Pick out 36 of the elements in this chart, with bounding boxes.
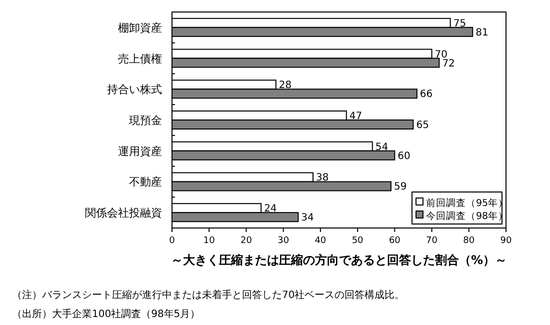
y-tick-label: 持合い株式 <box>107 83 162 96</box>
data-label: 47 <box>349 111 362 122</box>
text: （出所）大手企業100社調査（98年5月） <box>12 308 200 320</box>
data-label: 81 <box>476 27 488 38</box>
data-label: 75 <box>453 18 466 30</box>
y-tick-label: 運用資産 <box>118 144 162 158</box>
data-label: 72 <box>442 58 455 70</box>
data-label: 34 <box>301 212 314 224</box>
x-tick-label: 70 <box>426 236 438 246</box>
data-label: 60 <box>398 150 410 162</box>
x-tick-label: 60 <box>388 236 401 246</box>
legend-label: 今回調査（98年） <box>426 210 508 222</box>
data-label: 24 <box>264 204 277 215</box>
x-tick-label: 20 <box>240 236 252 246</box>
x-tick-label: 50 <box>352 236 364 246</box>
data-label: 54 <box>375 142 388 153</box>
x-tick-label: 10 <box>203 236 216 246</box>
x-tick-label: 80 <box>463 236 475 246</box>
y-tick-label: 現預金 <box>129 114 162 127</box>
y-tick-label: 棚卸資産 <box>118 21 162 34</box>
x-axis-title: ～大きく圧縮または圧縮の方向であると回答した割合（%）～ <box>170 253 508 267</box>
legend-label: 前回調査（95年） <box>426 197 508 209</box>
y-tick-label: 売上債権 <box>118 52 162 66</box>
x-tick-label: 0 <box>169 236 176 246</box>
x-tick-label: 40 <box>314 236 326 246</box>
data-label: 70 <box>434 49 448 60</box>
data-label: 28 <box>278 80 292 92</box>
x-tick-label: 90 <box>500 236 512 246</box>
data-label: 59 <box>394 182 407 193</box>
y-tick-label: 関係会社投融資 <box>85 206 162 220</box>
data-label: 65 <box>416 120 429 131</box>
data-label: 66 <box>420 89 433 100</box>
y-tick-label: 不動産 <box>129 176 162 189</box>
text: （注）バランスシート圧縮が進行中または未着手と回答した70社ベースの回答構成比。 <box>12 289 405 301</box>
x-tick-label: 30 <box>278 236 290 246</box>
data-label: 38 <box>316 172 329 184</box>
